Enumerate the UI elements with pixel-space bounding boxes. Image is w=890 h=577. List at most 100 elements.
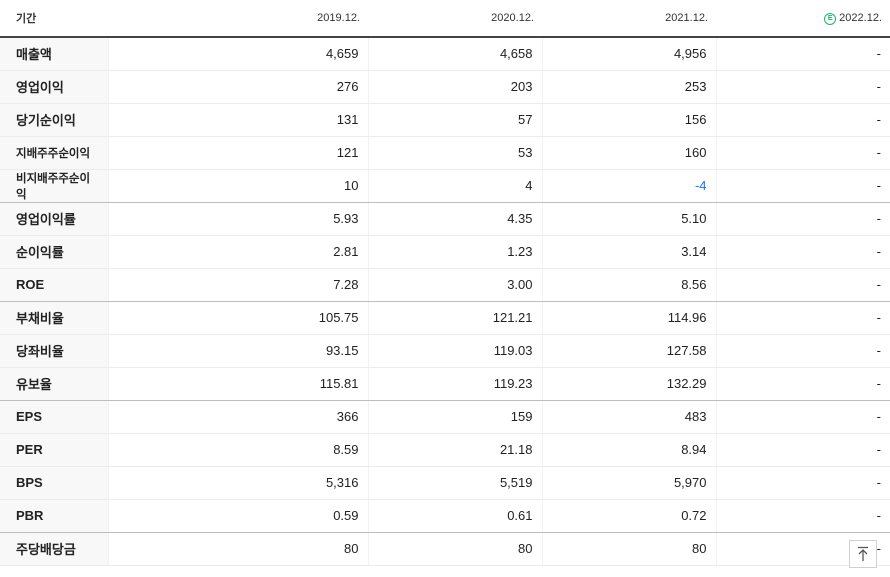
table-cell: - xyxy=(716,334,890,368)
row-label: 주당배당금 xyxy=(0,532,109,566)
row-label: 부채비율 xyxy=(0,301,109,335)
table-cell: 131 xyxy=(108,103,369,137)
table-cell: 5.10 xyxy=(542,202,717,236)
table-row: 영업이익률 5.93 4.35 5.10- xyxy=(0,202,890,236)
table-cell: - xyxy=(716,367,890,401)
table-row: 영업이익 276 203 253- xyxy=(0,70,890,104)
table-cell: - xyxy=(716,169,890,203)
table-cell: 3.14 xyxy=(542,235,717,269)
table-cell: 132.29 xyxy=(542,367,717,401)
table-row: 당기순이익 131 57 156- xyxy=(0,103,890,137)
row-label: ROE xyxy=(0,268,109,302)
table-cell: 253 xyxy=(542,70,717,104)
table-cell: 5,970 xyxy=(542,466,717,500)
table-cell: 1.23 xyxy=(368,235,543,269)
table-row: EPS 366 159 483- xyxy=(0,400,890,434)
table-cell: 4,658 xyxy=(368,37,543,71)
table-cell: 160 xyxy=(542,136,717,170)
table-cell: 5,316 xyxy=(108,466,369,500)
table-cell: 5,519 xyxy=(368,466,543,500)
table-cell: 21.18 xyxy=(368,433,543,467)
table-cell: - xyxy=(716,433,890,467)
table-cell: 366 xyxy=(108,400,369,434)
row-label: PBR xyxy=(0,499,109,533)
period-2022-label: 2022.12. xyxy=(839,11,882,24)
row-label: 영업이익 xyxy=(0,70,109,104)
table-cell: 7.28 xyxy=(108,268,369,302)
table-cell: 3.00 xyxy=(368,268,543,302)
table-cell: - xyxy=(716,466,890,500)
arrow-up-to-top-icon xyxy=(858,546,868,561)
table-row: PER 8.59 21.18 8.94- xyxy=(0,433,890,467)
table-cell: 276 xyxy=(108,70,369,104)
table-cell: 159 xyxy=(368,400,543,434)
table-cell: 10 xyxy=(108,169,369,203)
table-cell: - xyxy=(716,37,890,71)
table-cell: 4.35 xyxy=(368,202,543,236)
table-cell: 114.96 xyxy=(542,301,717,335)
table-cell: 2.81 xyxy=(108,235,369,269)
table-row: 비지배주주순이익 10 4 -4- xyxy=(0,169,890,203)
table-cell: 0.59 xyxy=(108,499,369,533)
table-row: 유보율 115.81 119.23 132.29- xyxy=(0,367,890,401)
table-cell: - xyxy=(716,103,890,137)
table-cell: 203 xyxy=(368,70,543,104)
table-cell: 80 xyxy=(542,532,717,566)
table-cell: - xyxy=(716,400,890,434)
period-label: 기간 xyxy=(0,0,108,38)
table-cell: 93.15 xyxy=(108,334,369,368)
table-cell: - xyxy=(716,499,890,533)
table-cell: 53 xyxy=(368,136,543,170)
period-2022-estimate: E 2022.12. xyxy=(716,0,890,38)
table-cell: - xyxy=(716,268,890,302)
table-row: 순이익률 2.81 1.23 3.14- xyxy=(0,235,890,269)
row-label: 영업이익률 xyxy=(0,202,109,236)
estimate-icon: E xyxy=(824,12,837,25)
table-cell: 4 xyxy=(368,169,543,203)
table-cell: 105.75 xyxy=(108,301,369,335)
table-row: 매출액 4,659 4,658 4,956- xyxy=(0,37,890,71)
table-cell: - xyxy=(716,136,890,170)
table-cell: - xyxy=(716,235,890,269)
table-row: BPS 5,316 5,519 5,970- xyxy=(0,466,890,500)
table-cell: 483 xyxy=(542,400,717,434)
table-row: 부채비율 105.75 121.21 114.96- xyxy=(0,301,890,335)
table-cell: 0.72 xyxy=(542,499,717,533)
table-cell: 5.93 xyxy=(108,202,369,236)
table-cell: 4,659 xyxy=(108,37,369,71)
row-label: BPS xyxy=(0,466,109,500)
scroll-to-top-button[interactable] xyxy=(849,540,877,568)
table-cell: 115.81 xyxy=(108,367,369,401)
row-label: 매출액 xyxy=(0,37,109,71)
period-2020: 2020.12. xyxy=(368,0,542,38)
table-cell: -4 xyxy=(542,169,717,203)
row-label: PER xyxy=(0,433,109,467)
period-2019: 2019.12. xyxy=(108,0,368,38)
table-cell: 119.23 xyxy=(368,367,543,401)
table-cell: 8.94 xyxy=(542,433,717,467)
table-row: ROE 7.28 3.00 8.56- xyxy=(0,268,890,302)
row-label: 당기순이익 xyxy=(0,103,109,137)
row-label: 당좌비율 xyxy=(0,334,109,368)
header-row: 기간 2019.12. 2020.12. 2021.12. E 2022.12. xyxy=(0,0,890,38)
table-cell: 4,956 xyxy=(542,37,717,71)
row-label: 비지배주주순이익 xyxy=(0,169,109,203)
table-cell: 119.03 xyxy=(368,334,543,368)
table-row: 주당배당금 80 80 80- xyxy=(0,532,890,566)
table-cell: 127.58 xyxy=(542,334,717,368)
row-label: 유보율 xyxy=(0,367,109,401)
table-cell: 8.59 xyxy=(108,433,369,467)
table-cell: 121 xyxy=(108,136,369,170)
table-cell: 121.21 xyxy=(368,301,543,335)
table-cell: 80 xyxy=(108,532,369,566)
table-row: 당좌비율 93.15 119.03 127.58- xyxy=(0,334,890,368)
row-label: 지배주주순이익 xyxy=(0,136,109,170)
period-2021: 2021.12. xyxy=(542,0,716,38)
row-label: EPS xyxy=(0,400,109,434)
table-cell: 156 xyxy=(542,103,717,137)
table-cell: 80 xyxy=(368,532,543,566)
table-row: PBR 0.59 0.61 0.72- xyxy=(0,499,890,533)
row-label: 순이익률 xyxy=(0,235,109,269)
table-row: 지배주주순이익 121 53 160- xyxy=(0,136,890,170)
